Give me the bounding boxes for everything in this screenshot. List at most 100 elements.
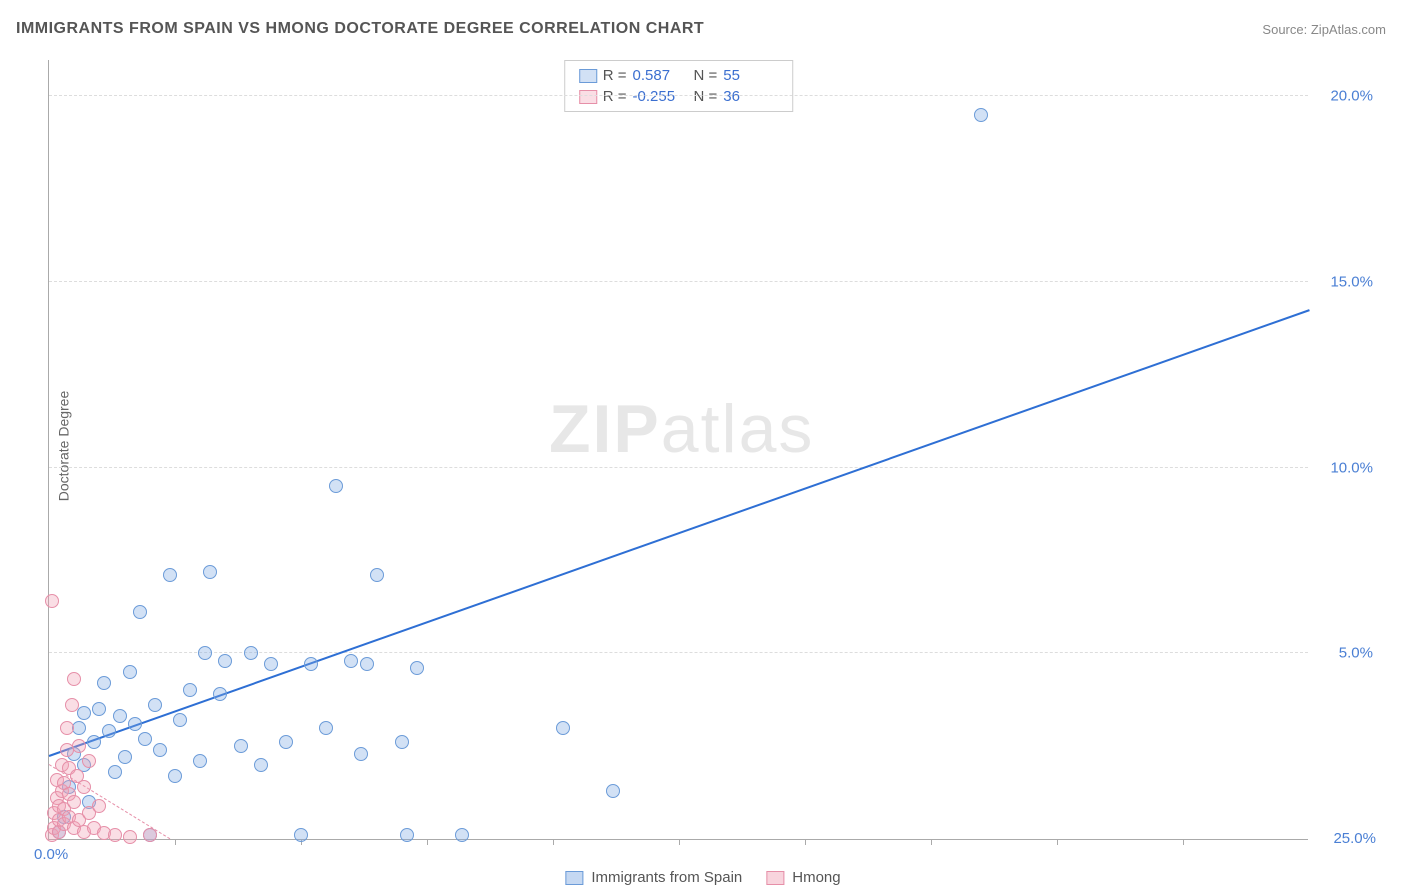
spain-point: [148, 698, 162, 712]
spain-point: [455, 828, 469, 842]
spain-point: [344, 654, 358, 668]
gridline: [49, 95, 1308, 96]
legend-swatch: [565, 871, 583, 885]
bottom-legend-item: Immigrants from Spain: [565, 869, 742, 886]
legend-label: Immigrants from Spain: [591, 869, 742, 886]
legend-r-label: R =: [603, 88, 627, 105]
legend-n-label: N =: [694, 67, 718, 84]
x-axis-max-label: 25.0%: [1333, 830, 1376, 847]
source-link[interactable]: ZipAtlas.com: [1311, 22, 1386, 37]
x-tick: [1057, 839, 1058, 845]
spain-point: [97, 676, 111, 690]
hmong-point: [72, 739, 86, 753]
legend-r-label: R =: [603, 67, 627, 84]
legend-r-value: -0.255: [633, 88, 688, 105]
hmong-point: [108, 828, 122, 842]
legend-n-value: 55: [723, 67, 778, 84]
legend-n-label: N =: [694, 88, 718, 105]
x-tick: [805, 839, 806, 845]
spain-point: [198, 646, 212, 660]
x-tick: [1183, 839, 1184, 845]
spain-point: [87, 735, 101, 749]
spain-point: [400, 828, 414, 842]
spain-point: [319, 721, 333, 735]
spain-trend-line: [49, 310, 1310, 758]
spain-point: [163, 568, 177, 582]
spain-point: [108, 765, 122, 779]
x-tick: [553, 839, 554, 845]
hmong-point: [45, 594, 59, 608]
spain-point: [360, 657, 374, 671]
gridline: [49, 467, 1308, 468]
source-attribution: Source: ZipAtlas.com: [1262, 22, 1386, 37]
hmong-point: [123, 830, 137, 844]
y-tick-label: 15.0%: [1313, 273, 1373, 290]
spain-point: [203, 565, 217, 579]
hmong-point: [143, 828, 157, 842]
hmong-point: [82, 754, 96, 768]
spain-point: [153, 743, 167, 757]
spain-point: [128, 717, 142, 731]
hmong-point: [67, 672, 81, 686]
spain-point: [92, 702, 106, 716]
chart-title: IMMIGRANTS FROM SPAIN VS HMONG DOCTORATE…: [16, 20, 704, 38]
spain-point: [370, 568, 384, 582]
legend-row-spain: R = 0.587 N = 55: [579, 65, 779, 86]
x-tick: [427, 839, 428, 845]
spain-point: [193, 754, 207, 768]
spain-point: [329, 479, 343, 493]
spain-point: [213, 687, 227, 701]
spain-point: [123, 665, 137, 679]
spain-point: [183, 683, 197, 697]
hmong-point: [65, 698, 79, 712]
legend-swatch: [766, 871, 784, 885]
spain-point: [234, 739, 248, 753]
series-legend: Immigrants from Spain Hmong: [565, 869, 840, 886]
legend-r-value: 0.587: [633, 67, 688, 84]
spain-point: [254, 758, 268, 772]
legend-n-value: 36: [723, 88, 778, 105]
legend-row-hmong: R = -0.255 N = 36: [579, 86, 779, 107]
spain-point: [279, 735, 293, 749]
spain-point: [974, 108, 988, 122]
x-axis-origin-label: 0.0%: [34, 846, 68, 863]
spain-point: [304, 657, 318, 671]
spain-point: [102, 724, 116, 738]
y-tick-label: 20.0%: [1313, 88, 1373, 105]
spain-point: [118, 750, 132, 764]
spain-point: [218, 654, 232, 668]
spain-point: [244, 646, 258, 660]
spain-point: [77, 706, 91, 720]
correlation-legend: R = 0.587 N = 55 R = -0.255 N = 36: [564, 60, 794, 112]
x-tick: [679, 839, 680, 845]
gridline: [49, 652, 1308, 653]
watermark: ZIPatlas: [549, 390, 814, 468]
scatter-plot: ZIPatlas R =0.587N =55R =-0.255N =36 0.0…: [48, 60, 1308, 840]
x-tick: [931, 839, 932, 845]
spain-point: [113, 709, 127, 723]
spain-point: [606, 784, 620, 798]
legend-swatch: [579, 69, 597, 83]
x-tick: [175, 839, 176, 845]
y-tick-label: 10.0%: [1313, 459, 1373, 476]
y-tick-label: 5.0%: [1313, 645, 1373, 662]
bottom-legend-item: Hmong: [766, 869, 840, 886]
spain-point: [294, 828, 308, 842]
hmong-point: [67, 795, 81, 809]
spain-point: [133, 605, 147, 619]
spain-point: [173, 713, 187, 727]
spain-point: [264, 657, 278, 671]
source-label: Source:: [1262, 22, 1307, 37]
spain-point: [168, 769, 182, 783]
spain-point: [138, 732, 152, 746]
spain-point: [72, 721, 86, 735]
legend-label: Hmong: [792, 869, 840, 886]
hmong-point: [60, 721, 74, 735]
gridline: [49, 281, 1308, 282]
spain-point: [410, 661, 424, 675]
spain-point: [395, 735, 409, 749]
spain-point: [354, 747, 368, 761]
spain-point: [556, 721, 570, 735]
legend-swatch: [579, 90, 597, 104]
hmong-point: [92, 799, 106, 813]
